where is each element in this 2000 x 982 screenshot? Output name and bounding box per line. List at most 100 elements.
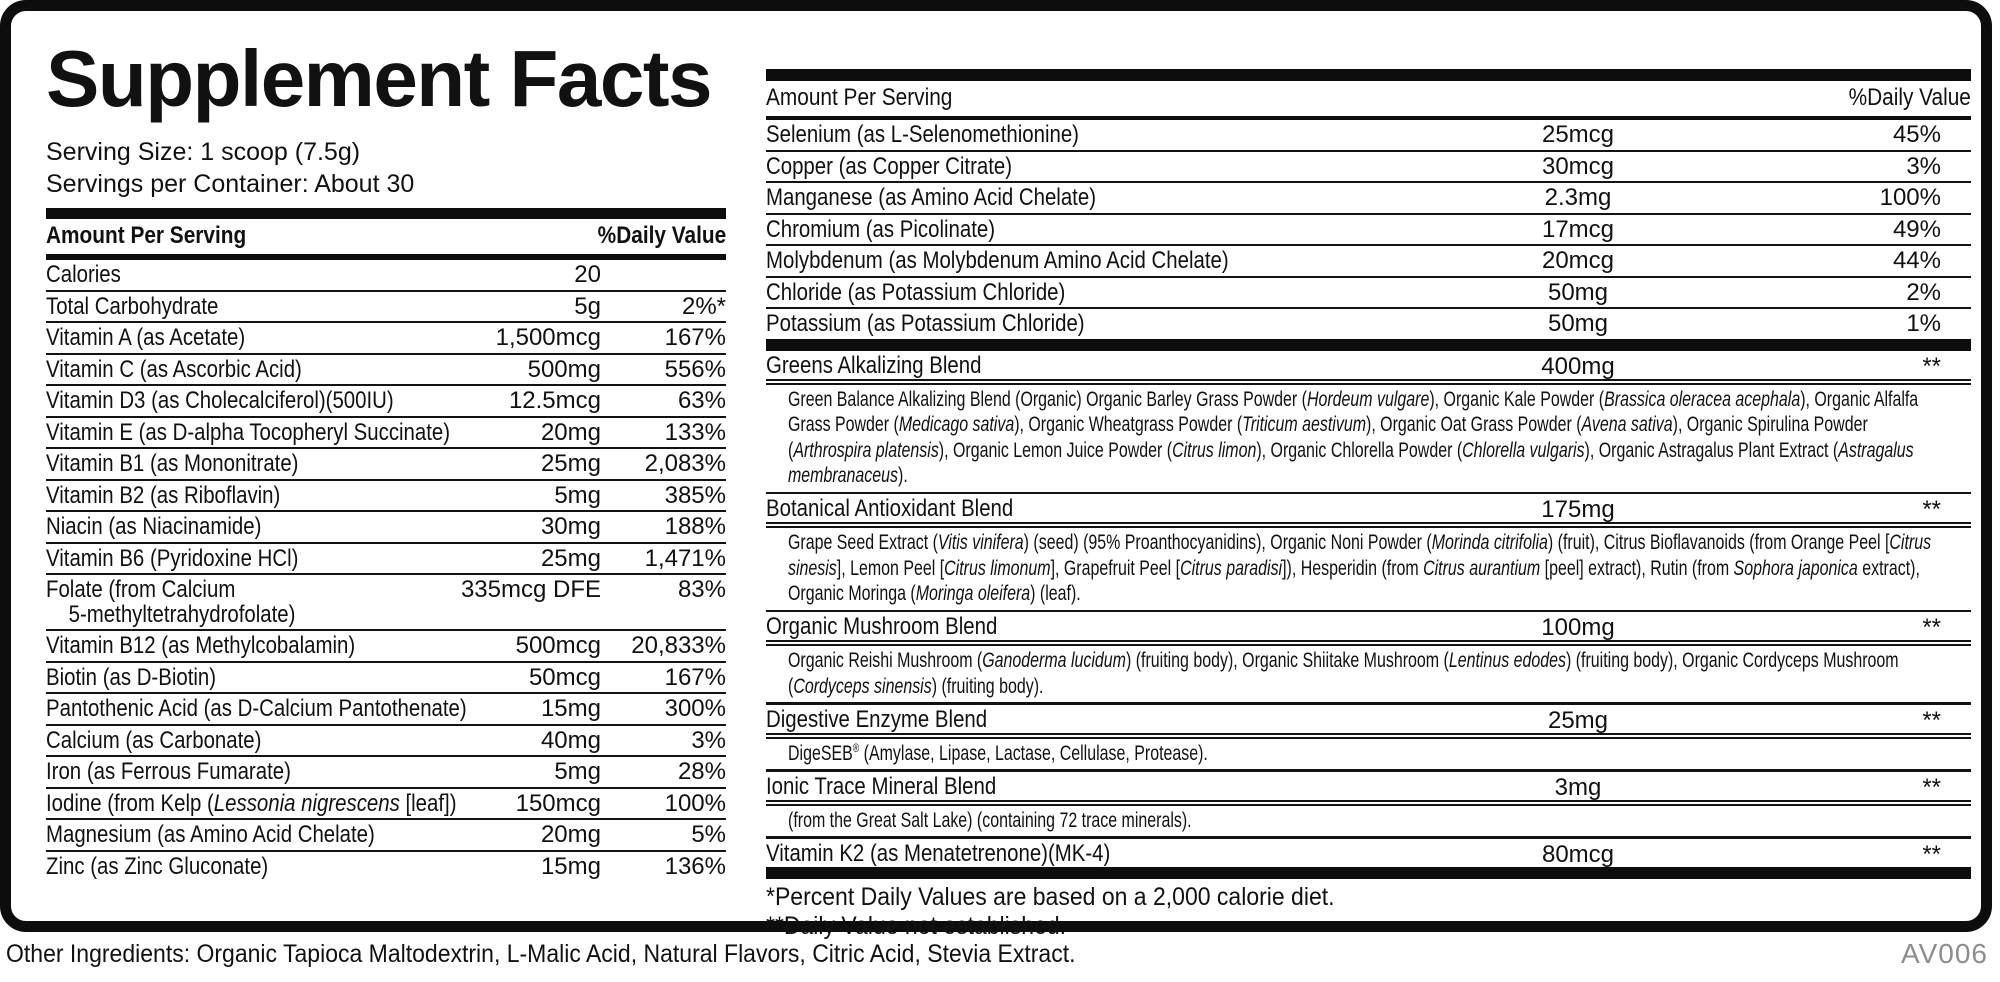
divider-thick bbox=[766, 866, 1971, 879]
blend-header-row: Digestive Enzyme Blend 25mg ** bbox=[766, 705, 1971, 733]
nutrient-daily-value: 100% bbox=[1879, 184, 1941, 211]
blend-name: Ionic Trace Mineral Blend bbox=[766, 772, 997, 800]
table-row: Zinc (as Zinc Gluconate) 15mg 136% bbox=[46, 852, 726, 882]
blend-name: Digestive Enzyme Blend bbox=[766, 705, 988, 733]
nutrient-name: Vitamin B6 (Pyridoxine HCl) bbox=[46, 544, 299, 572]
table-row: Pantothenic Acid (as D-Calcium Pantothen… bbox=[46, 694, 726, 726]
serving-info: Serving Size: 1 scoop (7.5g) Servings pe… bbox=[46, 136, 726, 200]
blend-daily-value: ** bbox=[1922, 773, 1941, 801]
nutrient-amount: 40mg bbox=[540, 726, 601, 754]
table-row: Chloride (as Potassium Chloride) 50mg 2% bbox=[766, 278, 1971, 309]
amount-per-serving-header: Amount Per Serving bbox=[46, 222, 247, 249]
nutrient-daily-value: 49% bbox=[1892, 215, 1941, 243]
amount-per-serving-header: Amount Per Serving bbox=[766, 84, 953, 111]
blend-amount: 3mg bbox=[1554, 773, 1602, 801]
nutrient-daily-value: 100% bbox=[664, 789, 726, 817]
nutrient-amount: 50mg bbox=[1547, 310, 1609, 337]
blend-daily-value: ** bbox=[1922, 352, 1941, 380]
blend-ingredients-wrap: Organic Reishi Mushroom (Ganoderma lucid… bbox=[766, 646, 1971, 702]
blend-header-row: Vitamin K2 (as Menatetrenone)(MK-4) 80mc… bbox=[766, 839, 1971, 867]
table-row: Vitamin B12 (as Methylcobalamin) 500mcg … bbox=[46, 631, 726, 663]
daily-value-header: %Daily Value bbox=[1848, 84, 1971, 111]
blend-ingredients-wrap: Grape Seed Extract (Vitis vinifera) (see… bbox=[766, 528, 1971, 610]
blend-amount: 400mg bbox=[1541, 352, 1615, 380]
nutrient-daily-value: 167% bbox=[664, 663, 726, 691]
nutrient-amount: 25mg bbox=[540, 544, 601, 572]
table-row: Vitamin B2 (as Riboflavin) 5mg 385% bbox=[46, 481, 726, 512]
table-row: Vitamin A (as Acetate) 1,500mcg 167% bbox=[46, 323, 726, 355]
right-nutrient-table: Selenium (as L-Selenomethionine) 25mcg 4… bbox=[766, 120, 1971, 339]
divider-thick bbox=[766, 69, 1971, 81]
blend-section: Organic Mushroom Blend 100mg ** Organic … bbox=[766, 612, 1971, 705]
divider-thick bbox=[766, 338, 1971, 351]
nutrient-name: Niacin (as Niacinamide) bbox=[46, 513, 262, 540]
table-row: Biotin (as D-Biotin) 50mcg 167% bbox=[46, 663, 726, 694]
blend-amount: 25mg bbox=[1547, 706, 1609, 734]
table-row: Calories 20 bbox=[46, 260, 726, 292]
nutrient-name: Selenium (as L-Selenomethionine) bbox=[766, 121, 1079, 148]
blend-ingredients: Green Balance Alkalizing Blend (Organic)… bbox=[788, 387, 1919, 488]
divider-thin bbox=[766, 609, 1971, 612]
nutrient-amount: 17mcg bbox=[1541, 215, 1615, 243]
nutrient-daily-value: 188% bbox=[664, 513, 726, 540]
table-row: Chromium (as Picolinate) 17mcg 49% bbox=[766, 215, 1971, 246]
blend-header-row: Botanical Antioxidant Blend 175mg ** bbox=[766, 494, 1971, 522]
divider-double bbox=[766, 799, 1971, 806]
blend-name: Botanical Antioxidant Blend bbox=[766, 495, 1014, 522]
divider-double bbox=[766, 640, 1971, 646]
table-row: Vitamin C (as Ascorbic Acid) 500mg 556% bbox=[46, 355, 726, 386]
nutrient-name: Vitamin B1 (as Mononitrate) bbox=[46, 450, 299, 477]
nutrient-daily-value: 20,833% bbox=[631, 632, 726, 659]
blend-amount: 175mg bbox=[1541, 496, 1615, 523]
table-row: Magnesium (as Amino Acid Chelate) 20mg 5… bbox=[46, 820, 726, 852]
blend-ingredients-wrap: DigeSEB® (Amylase, Lipase, Lactase, Cell… bbox=[766, 739, 1971, 770]
nutrient-amount: 15mg bbox=[540, 695, 601, 722]
nutrient-amount: 30mg bbox=[540, 513, 601, 540]
table-row: Iodine (from Kelp (Lessonia nigrescens [… bbox=[46, 789, 726, 820]
nutrient-daily-value: 1,471% bbox=[644, 544, 726, 572]
nutrient-daily-value: 5% bbox=[691, 821, 726, 848]
blend-ingredients-wrap: (from the Great Salt Lake) (containing 7… bbox=[766, 806, 1971, 837]
nutrient-daily-value: 3% bbox=[691, 726, 726, 754]
table-row: Total Carbohydrate 5g 2%* bbox=[46, 292, 726, 323]
nutrient-name: Iron (as Ferrous Fumarate) bbox=[46, 758, 291, 785]
divider-thick bbox=[46, 208, 726, 219]
blend-ingredients: Organic Reishi Mushroom (Ganoderma lucid… bbox=[788, 649, 1899, 698]
blend-amount: 100mg bbox=[1541, 614, 1615, 641]
nutrient-daily-value: 300% bbox=[664, 695, 726, 722]
nutrient-name: Vitamin C (as Ascorbic Acid) bbox=[46, 355, 302, 383]
nutrient-name: Vitamin E (as D-alpha Tocopheryl Succina… bbox=[46, 418, 451, 446]
nutrient-daily-value: 133% bbox=[664, 418, 726, 446]
nutrient-amount: 20mcg bbox=[1541, 247, 1615, 274]
nutrient-name: Copper (as Copper Citrate) bbox=[766, 152, 1013, 180]
daily-value-header: %Daily Value bbox=[597, 222, 726, 249]
divider-double bbox=[766, 732, 1971, 739]
nutrient-name: Chromium (as Picolinate) bbox=[766, 215, 996, 243]
blend-section: Greens Alkalizing Blend 400mg ** Green B… bbox=[766, 351, 1971, 494]
page-title: Supplement Facts bbox=[46, 34, 713, 123]
blend-daily-value: ** bbox=[1922, 496, 1941, 523]
nutrient-amount: 150mcg bbox=[515, 789, 601, 817]
right-panel: Amount Per Serving %Daily Value Selenium… bbox=[766, 11, 1971, 941]
nutrient-amount: 50mg bbox=[1547, 278, 1609, 306]
nutrient-name: Vitamin A (as Acetate) bbox=[46, 324, 246, 351]
nutrient-daily-value: 3% bbox=[1906, 152, 1941, 180]
blend-section: Digestive Enzyme Blend 25mg ** DigeSEB® … bbox=[766, 705, 1971, 772]
blend-name: Vitamin K2 (as Menatetrenone)(MK-4) bbox=[766, 839, 1111, 867]
table-row: Iron (as Ferrous Fumarate) 5mg 28% bbox=[46, 757, 726, 789]
nutrient-amount: 5g bbox=[574, 292, 601, 320]
blend-name: Greens Alkalizing Blend bbox=[766, 351, 982, 379]
nutrient-name: Vitamin B12 (as Methylcobalamin) bbox=[46, 632, 356, 659]
blend-section: Ionic Trace Mineral Blend 3mg ** (from t… bbox=[766, 772, 1971, 839]
divider-medium bbox=[766, 116, 1971, 120]
footnote-dv-not-established: **Daily Value not established. bbox=[766, 911, 1067, 940]
servings-per-container: Servings per Container: About 30 bbox=[46, 170, 415, 198]
nutrient-name: Folate (from Calcium 5-methyltetrahydrof… bbox=[46, 576, 296, 628]
nutrient-amount: 500mcg bbox=[515, 632, 601, 659]
table-row: Vitamin B6 (Pyridoxine HCl) 25mg 1,471% bbox=[46, 544, 726, 575]
nutrient-amount: 20mg bbox=[540, 821, 601, 848]
nutrient-name: Zinc (as Zinc Gluconate) bbox=[46, 852, 269, 880]
divider-thin bbox=[766, 491, 1971, 494]
nutrient-name: Vitamin D3 (as Cholecalciferol)(500IU) bbox=[46, 387, 394, 414]
blend-header-row: Ionic Trace Mineral Blend 3mg ** bbox=[766, 772, 1971, 800]
